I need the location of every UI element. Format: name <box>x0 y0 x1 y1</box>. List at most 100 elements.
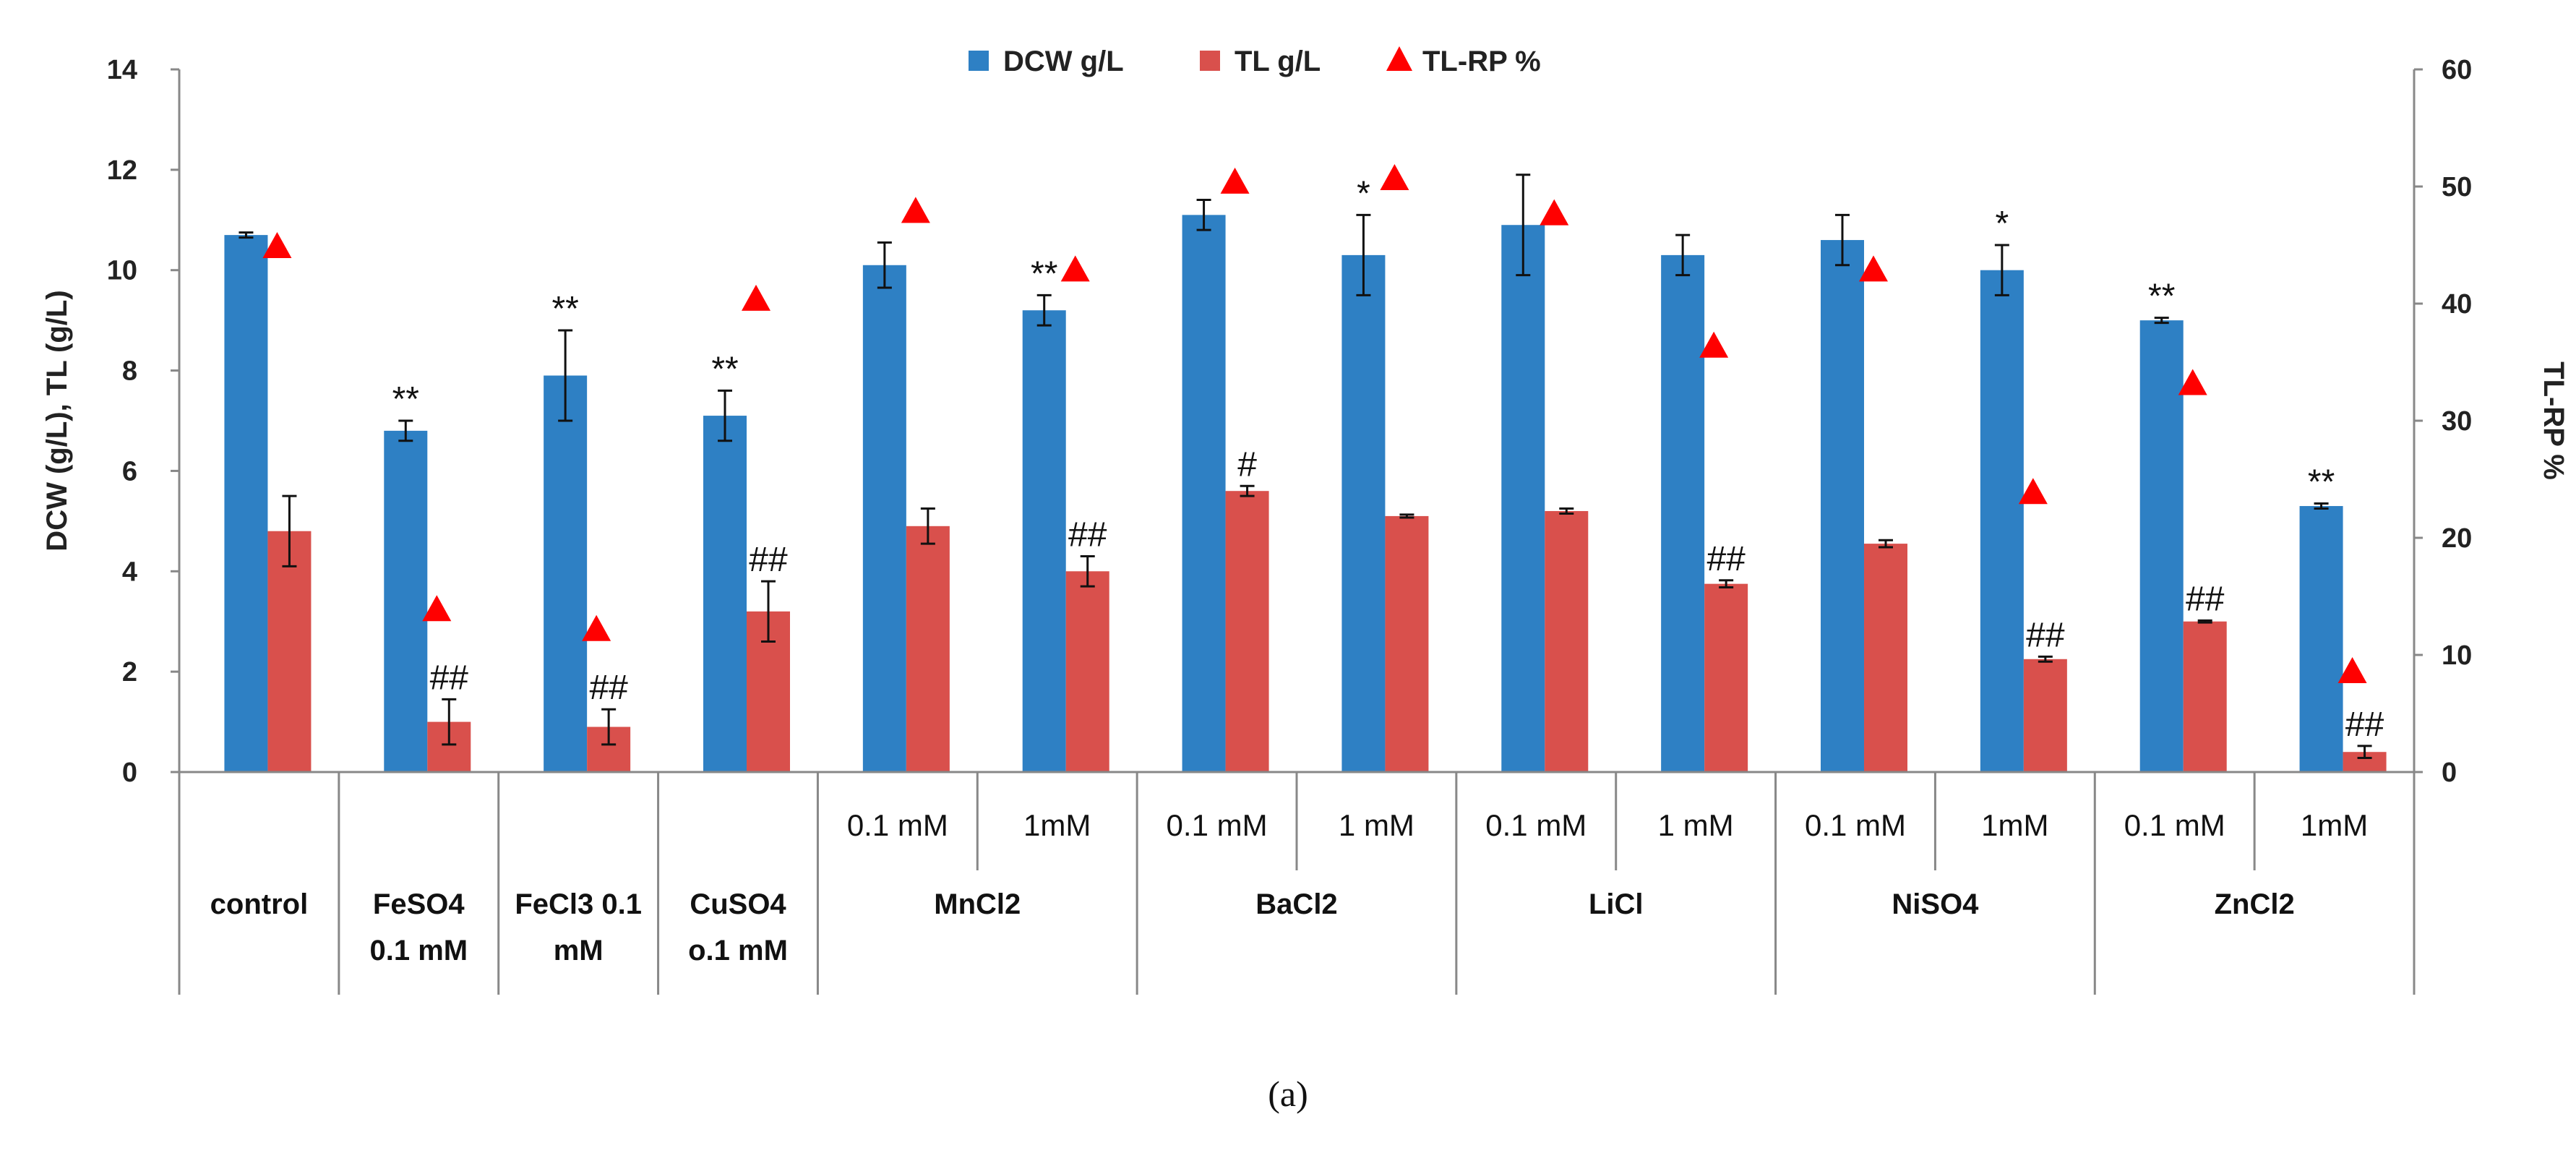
right-axis-title: TL-RP % <box>2538 361 2569 480</box>
dcw-significance-label: * <box>1357 174 1370 213</box>
tl-significance-label: ## <box>1068 515 1107 554</box>
dcw-bar <box>862 265 906 772</box>
dcw-bar <box>224 235 268 773</box>
category-label: FeCl3 0.1 <box>515 888 642 920</box>
dcw-bar <box>1980 270 2024 772</box>
tl-rp-triangle-marker <box>1540 199 1569 226</box>
category-label: ZnCl2 <box>2215 888 2295 920</box>
category-label: CuSO4 <box>690 888 786 920</box>
tl-significance-label: ## <box>2345 706 2384 744</box>
tl-bar <box>906 526 950 772</box>
tl-rp-triangle-marker <box>1060 255 1090 282</box>
tl-bar <box>2183 621 2227 772</box>
dcw-significance-label: ** <box>392 380 419 419</box>
category-label: o.1 mM <box>688 935 788 966</box>
tl-bar <box>2023 659 2067 772</box>
tl-bar <box>1864 544 1907 772</box>
tl-significance-label: ## <box>749 541 788 579</box>
legend-tl-swatch <box>1200 51 1220 71</box>
tl-bar <box>1065 571 1109 772</box>
tl-rp-triangle-marker <box>1859 255 1888 282</box>
dcw-significance-label: * <box>1996 205 2009 243</box>
category-label: LiCl <box>1589 888 1644 920</box>
category-label: control <box>210 888 309 920</box>
dcw-bar <box>2139 320 2184 773</box>
subcategory-label: 1mM <box>1023 808 1091 842</box>
subcategory-label: 0.1 mM <box>1167 808 1268 842</box>
legend-label: TL g/L <box>1235 46 1321 77</box>
tl-significance-label: ## <box>430 659 469 697</box>
tl-rp-triangle-marker <box>1699 331 1729 358</box>
right-axis-tick-label: 30 <box>2442 406 2472 437</box>
right-axis-tick-label: 40 <box>2442 289 2472 320</box>
category-label: NiSO4 <box>1892 888 1979 920</box>
tl-rp-triangle-marker <box>262 232 292 258</box>
dcw-bar <box>703 416 747 772</box>
subcategory-label: 0.1 mM <box>1805 808 1906 842</box>
right-axis-tick-label: 50 <box>2442 172 2472 202</box>
left-axis-tick-label: 4 <box>122 557 137 587</box>
subcategory-label: 1 mM <box>1658 808 1734 842</box>
category-label: 0.1 mM <box>369 935 468 966</box>
tl-rp-triangle-marker <box>2337 657 2367 684</box>
dcw-bar <box>1182 215 1226 772</box>
left-axis-tick-label: 2 <box>122 657 137 687</box>
dcw-bar <box>2299 506 2343 772</box>
tl-significance-label: ## <box>2186 580 2225 618</box>
dcw-significance-label: ** <box>2308 463 2335 502</box>
tl-bar <box>1545 510 1589 772</box>
dcw-bar <box>1661 254 1705 772</box>
left-axis-tick-label: 8 <box>122 356 137 387</box>
tl-rp-triangle-marker <box>2178 369 2207 395</box>
dcw-significance-label: ** <box>1031 254 1057 293</box>
left-axis-tick-label: 10 <box>107 256 137 286</box>
tl-rp-triangle-marker <box>901 197 930 223</box>
dcw-bar <box>1022 310 1066 772</box>
tl-rp-triangle-marker <box>742 284 770 311</box>
dcw-bar <box>1821 240 1864 772</box>
legend-dcw-swatch <box>969 51 989 71</box>
category-label: FeSO4 <box>373 888 465 920</box>
dcw-significance-label: ** <box>2148 278 2175 316</box>
tl-bar <box>1385 515 1429 772</box>
dcw-significance-label: ** <box>711 350 738 388</box>
right-axis-tick-label: 0 <box>2442 758 2457 788</box>
subcategory-label: 1 mM <box>1339 808 1414 842</box>
subcategory-label: 0.1 mM <box>1485 808 1587 842</box>
right-axis-tick-label: 20 <box>2442 523 2472 554</box>
legend-label: DCW g/L <box>1003 46 1124 77</box>
category-label: mM <box>554 935 604 966</box>
legend-label: TL-RP % <box>1422 46 1541 77</box>
left-axis-tick-label: 0 <box>122 758 137 788</box>
category-label: MnCl2 <box>934 888 1021 920</box>
tl-significance-label: # <box>1237 445 1257 484</box>
tl-significance-label: ## <box>1706 540 1746 578</box>
tl-rp-triangle-marker <box>422 595 452 622</box>
tl-rp-triangle-marker <box>2018 478 2048 505</box>
tl-significance-label: ## <box>2026 616 2065 654</box>
tl-rp-triangle-marker <box>582 614 611 641</box>
left-axis-tick-label: 6 <box>122 456 137 487</box>
subcategory-label: 0.1 mM <box>847 808 948 842</box>
tl-bar <box>1225 491 1269 772</box>
left-axis-tick-label: 12 <box>107 155 137 186</box>
tl-rp-triangle-marker <box>1220 167 1250 194</box>
category-label: BaCl2 <box>1255 888 1337 920</box>
right-axis-tick-label: 60 <box>2442 55 2472 85</box>
subcategory-label: 0.1 mM <box>2124 808 2225 842</box>
subcategory-label: 1mM <box>1981 808 2048 842</box>
subcategory-label: 1mM <box>2301 808 2368 842</box>
tl-bar <box>267 531 312 772</box>
dcw-bar <box>544 375 588 772</box>
dcw-bar <box>1501 225 1545 772</box>
tl-rp-triangle-marker <box>1380 164 1409 191</box>
panel-label: (a) <box>1268 1073 1308 1114</box>
dcw-significance-label: ** <box>551 290 578 328</box>
tl-significance-label: ## <box>589 669 628 707</box>
tl-bar <box>1704 583 1748 772</box>
legend-rp-swatch <box>1386 46 1412 71</box>
left-axis-tick-label: 14 <box>107 55 137 85</box>
dcw-bar <box>1341 254 1386 772</box>
